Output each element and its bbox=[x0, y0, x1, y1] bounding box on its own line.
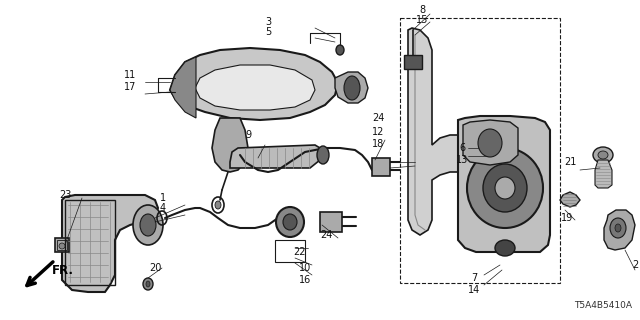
Text: 23: 23 bbox=[59, 190, 71, 200]
Text: 2: 2 bbox=[632, 260, 638, 270]
Ellipse shape bbox=[615, 224, 621, 232]
Bar bbox=[400, 18, 560, 283]
Polygon shape bbox=[463, 120, 518, 165]
Text: 11: 11 bbox=[124, 70, 136, 80]
Bar bbox=[275, 240, 305, 262]
Polygon shape bbox=[408, 28, 472, 235]
Polygon shape bbox=[195, 65, 315, 110]
Text: 24: 24 bbox=[372, 113, 384, 123]
Text: 14: 14 bbox=[468, 285, 480, 295]
Text: T5A4B5410A: T5A4B5410A bbox=[574, 301, 632, 310]
Ellipse shape bbox=[283, 214, 297, 230]
Ellipse shape bbox=[495, 240, 515, 256]
Ellipse shape bbox=[143, 278, 153, 290]
Text: 9: 9 bbox=[245, 130, 251, 140]
Polygon shape bbox=[230, 145, 325, 168]
Ellipse shape bbox=[133, 205, 163, 245]
Bar bbox=[372, 158, 390, 176]
Text: 1: 1 bbox=[160, 193, 166, 203]
Ellipse shape bbox=[483, 164, 527, 212]
Bar bbox=[320, 212, 342, 232]
Text: 6: 6 bbox=[459, 143, 465, 153]
Text: 24: 24 bbox=[320, 230, 332, 240]
Text: 8: 8 bbox=[419, 5, 425, 15]
Text: 18: 18 bbox=[372, 139, 384, 149]
Text: 12: 12 bbox=[372, 127, 384, 137]
Polygon shape bbox=[62, 195, 158, 292]
Ellipse shape bbox=[495, 177, 515, 199]
Text: 7: 7 bbox=[471, 273, 477, 283]
Ellipse shape bbox=[276, 207, 304, 237]
Bar bbox=[57, 240, 67, 250]
Polygon shape bbox=[595, 160, 612, 188]
Ellipse shape bbox=[140, 214, 156, 236]
Ellipse shape bbox=[215, 201, 221, 209]
Polygon shape bbox=[458, 116, 550, 252]
Text: 3: 3 bbox=[265, 17, 271, 27]
Ellipse shape bbox=[344, 76, 360, 100]
Text: 13: 13 bbox=[456, 155, 468, 165]
Ellipse shape bbox=[59, 243, 65, 249]
Ellipse shape bbox=[336, 45, 344, 55]
Text: 4: 4 bbox=[160, 203, 166, 213]
Ellipse shape bbox=[598, 151, 608, 159]
Ellipse shape bbox=[467, 148, 543, 228]
Text: 17: 17 bbox=[124, 82, 136, 92]
Ellipse shape bbox=[610, 218, 626, 238]
Polygon shape bbox=[170, 48, 338, 120]
Polygon shape bbox=[212, 118, 248, 172]
Ellipse shape bbox=[317, 146, 329, 164]
Bar bbox=[65, 200, 115, 285]
Polygon shape bbox=[335, 72, 368, 103]
Text: 5: 5 bbox=[265, 27, 271, 37]
Polygon shape bbox=[604, 210, 635, 250]
Text: 22: 22 bbox=[294, 247, 307, 257]
Text: 21: 21 bbox=[564, 157, 576, 167]
Ellipse shape bbox=[478, 129, 502, 157]
Ellipse shape bbox=[593, 147, 613, 163]
Bar bbox=[55, 238, 69, 252]
Polygon shape bbox=[170, 57, 196, 118]
Ellipse shape bbox=[146, 281, 150, 287]
Text: 10: 10 bbox=[299, 263, 311, 273]
Text: 20: 20 bbox=[149, 263, 161, 273]
Polygon shape bbox=[560, 192, 580, 207]
Bar bbox=[404, 55, 422, 69]
Text: 15: 15 bbox=[416, 15, 428, 25]
Text: 16: 16 bbox=[299, 275, 311, 285]
Text: FR.: FR. bbox=[52, 263, 74, 276]
Text: 19: 19 bbox=[561, 213, 573, 223]
